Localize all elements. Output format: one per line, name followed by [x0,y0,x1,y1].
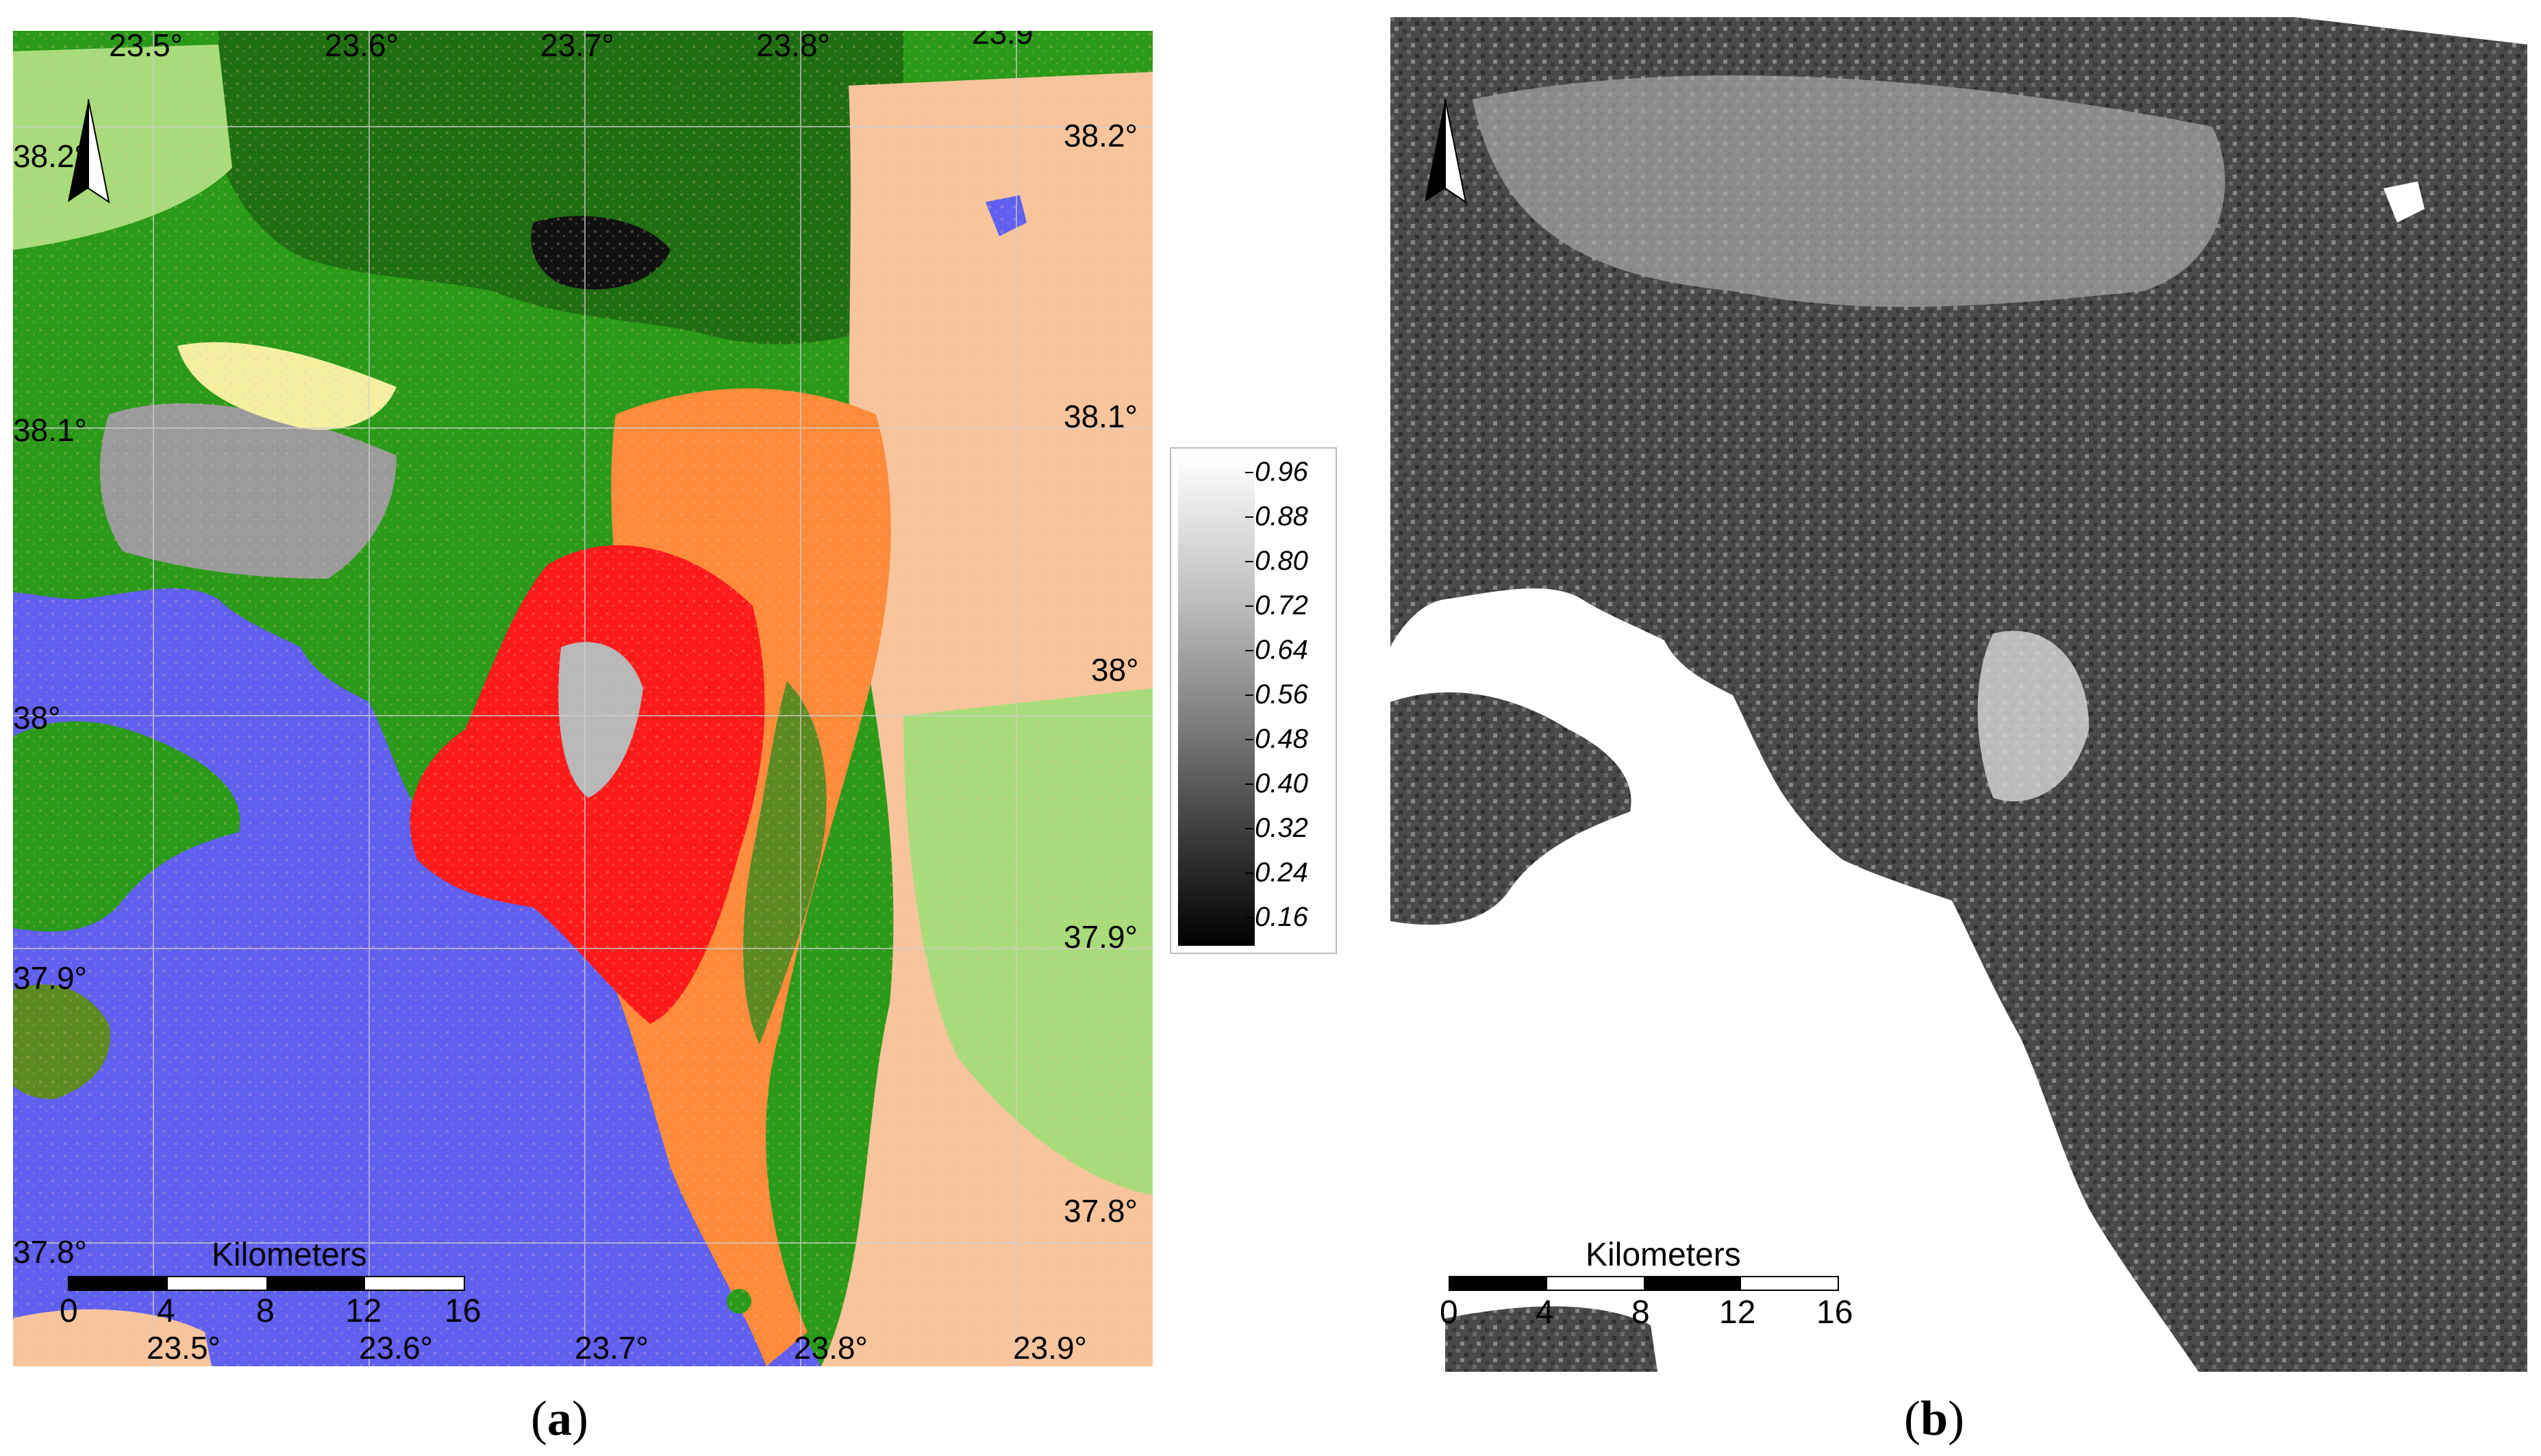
island-west [1390,692,1631,925]
lat-label-right: 37.8° [1064,1193,1138,1229]
scale-tick: 8 [256,1293,275,1329]
legend-tick: 0.48 [1245,724,1308,754]
scale-tick: 8 [1631,1294,1650,1331]
lon-label-top: 23.8° [756,31,830,63]
lon-label-top: 23.7° [540,31,614,63]
land-mass [1390,17,2527,1372]
value-legend: 0.96 0.88 0.80 0.72 0.64 0.56 0.48 0.40 … [1170,447,1337,954]
land-cover-map-svg [13,31,1153,1366]
south-island [1445,1306,1657,1372]
lat-label-right: 38° [1091,652,1139,688]
scale-tick: 4 [157,1293,175,1329]
caption-b-letter: b [1920,1391,1949,1446]
scale-tick: 12 [345,1293,382,1329]
scale-tick: 0 [1440,1294,1458,1331]
lat-label-right: 38.2° [1064,118,1138,153]
scale-title: Kilometers [212,1237,367,1273]
panel-b-greyscale-map: Kilometers 0 4 8 12 16 [1390,17,2527,1372]
legend-tick: 0.80 [1245,546,1308,576]
lon-label-bottom: 23.8° [794,1330,868,1366]
legend-color-ramp [1178,455,1255,946]
lon-label-top: 23.5° [109,31,183,63]
lat-label-left: 38.2° [13,138,87,174]
north-arrow-icon [68,99,110,204]
legend-tick: 0.24 [1245,857,1308,888]
legend-tick: 0.40 [1245,768,1308,799]
lon-label-bottom: 23.9° [1013,1330,1087,1366]
caption-a: (a) [531,1391,588,1446]
scale-tick: 16 [1816,1294,1853,1331]
lon-label-bottom: 23.6° [359,1330,433,1366]
legend-tick: 0.88 [1245,501,1308,531]
lat-label-left: 37.9° [13,960,87,996]
scale-title: Kilometers [1586,1237,1741,1273]
scale-bar [68,1276,465,1291]
lon-label-top: 23.9° [972,31,1046,51]
lat-label-left: 38° [13,700,61,736]
scale-tick: 0 [60,1293,78,1329]
north-bright-area [1473,75,2225,307]
caption-b: (b) [1904,1391,1965,1446]
lon-label-top: 23.6° [325,31,399,63]
legend-tick: 0.72 [1245,590,1308,620]
lon-label-bottom: 23.7° [575,1330,649,1366]
lat-label-right: 38.1° [1064,399,1138,434]
lat-label-right: 37.9° [1064,919,1138,955]
reservoir [2383,181,2425,223]
legend-tick: 0.96 [1245,457,1308,487]
scale-bar [1449,1276,1839,1291]
legend-tick: 0.64 [1245,635,1308,665]
scale-tick: 4 [1536,1294,1554,1331]
scale-tick: 16 [445,1293,481,1329]
legend-tick: 0.56 [1245,679,1308,710]
scale-tick: 12 [1719,1294,1756,1331]
legend-tick: 0.32 [1245,813,1308,843]
greyscale-map-svg [1390,17,2527,1372]
central-bright-area [1977,631,2089,802]
lat-label-left: 37.8° [13,1234,87,1270]
legend-tick: 0.16 [1245,902,1308,932]
north-arrow-icon [1425,99,1467,204]
panel-a-land-cover-map: 23.5° 23.6° 23.7° 23.8° 23.9° 38.2° 38.1… [13,31,1153,1366]
caption-a-letter: a [547,1391,572,1446]
lon-label-bottom: 23.5° [147,1330,221,1366]
lat-label-left: 38.1° [13,412,87,448]
